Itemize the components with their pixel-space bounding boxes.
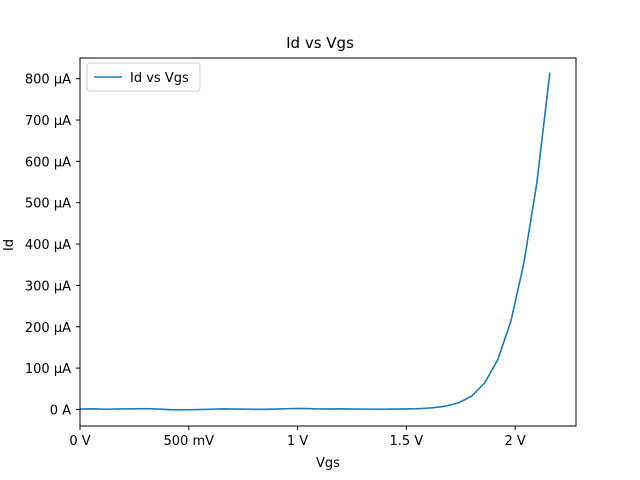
x-tick-label-0: 0 V bbox=[69, 434, 90, 449]
y-tick-label-8: 800 µA bbox=[25, 73, 71, 88]
y-tick-label-2: 200 µA bbox=[25, 321, 71, 336]
x-tick-label-2: 1 V bbox=[287, 434, 308, 449]
plot-area bbox=[80, 58, 576, 426]
x-axis-label: Vgs bbox=[316, 456, 340, 471]
x-tick-label-1: 500 mV bbox=[164, 434, 215, 449]
y-tick-label-1: 100 µA bbox=[25, 362, 71, 377]
series-line-0 bbox=[79, 72, 551, 411]
legend-box bbox=[86, 62, 201, 92]
y-axis-label: Id bbox=[2, 239, 17, 251]
plot-frame bbox=[79, 57, 577, 427]
y-tick-label-5: 500 µA bbox=[25, 197, 71, 212]
legend: Id vs Vgs bbox=[86, 62, 201, 92]
series-layer bbox=[79, 72, 551, 411]
y-tick-label-7: 700 µA bbox=[25, 114, 71, 129]
legend-label: Id vs Vgs bbox=[130, 71, 189, 86]
y-tick-label-4: 400 µA bbox=[25, 238, 71, 253]
plot-background bbox=[80, 58, 576, 426]
x-tick-label-4: 2 V bbox=[504, 434, 525, 449]
y-tick-label-6: 600 µA bbox=[25, 155, 71, 170]
y-tick-label-3: 300 µA bbox=[25, 279, 71, 294]
chart-title: Id vs Vgs bbox=[286, 34, 354, 52]
axes-layer: 0 V 500 mV 1 V 1.5 V 2 V 0 A 100 µA 200 µA 300 µ… bbox=[25, 57, 577, 449]
x-tick-label-3: 1.5 V bbox=[389, 434, 423, 449]
y-tick-label-0: 0 A bbox=[50, 403, 71, 418]
